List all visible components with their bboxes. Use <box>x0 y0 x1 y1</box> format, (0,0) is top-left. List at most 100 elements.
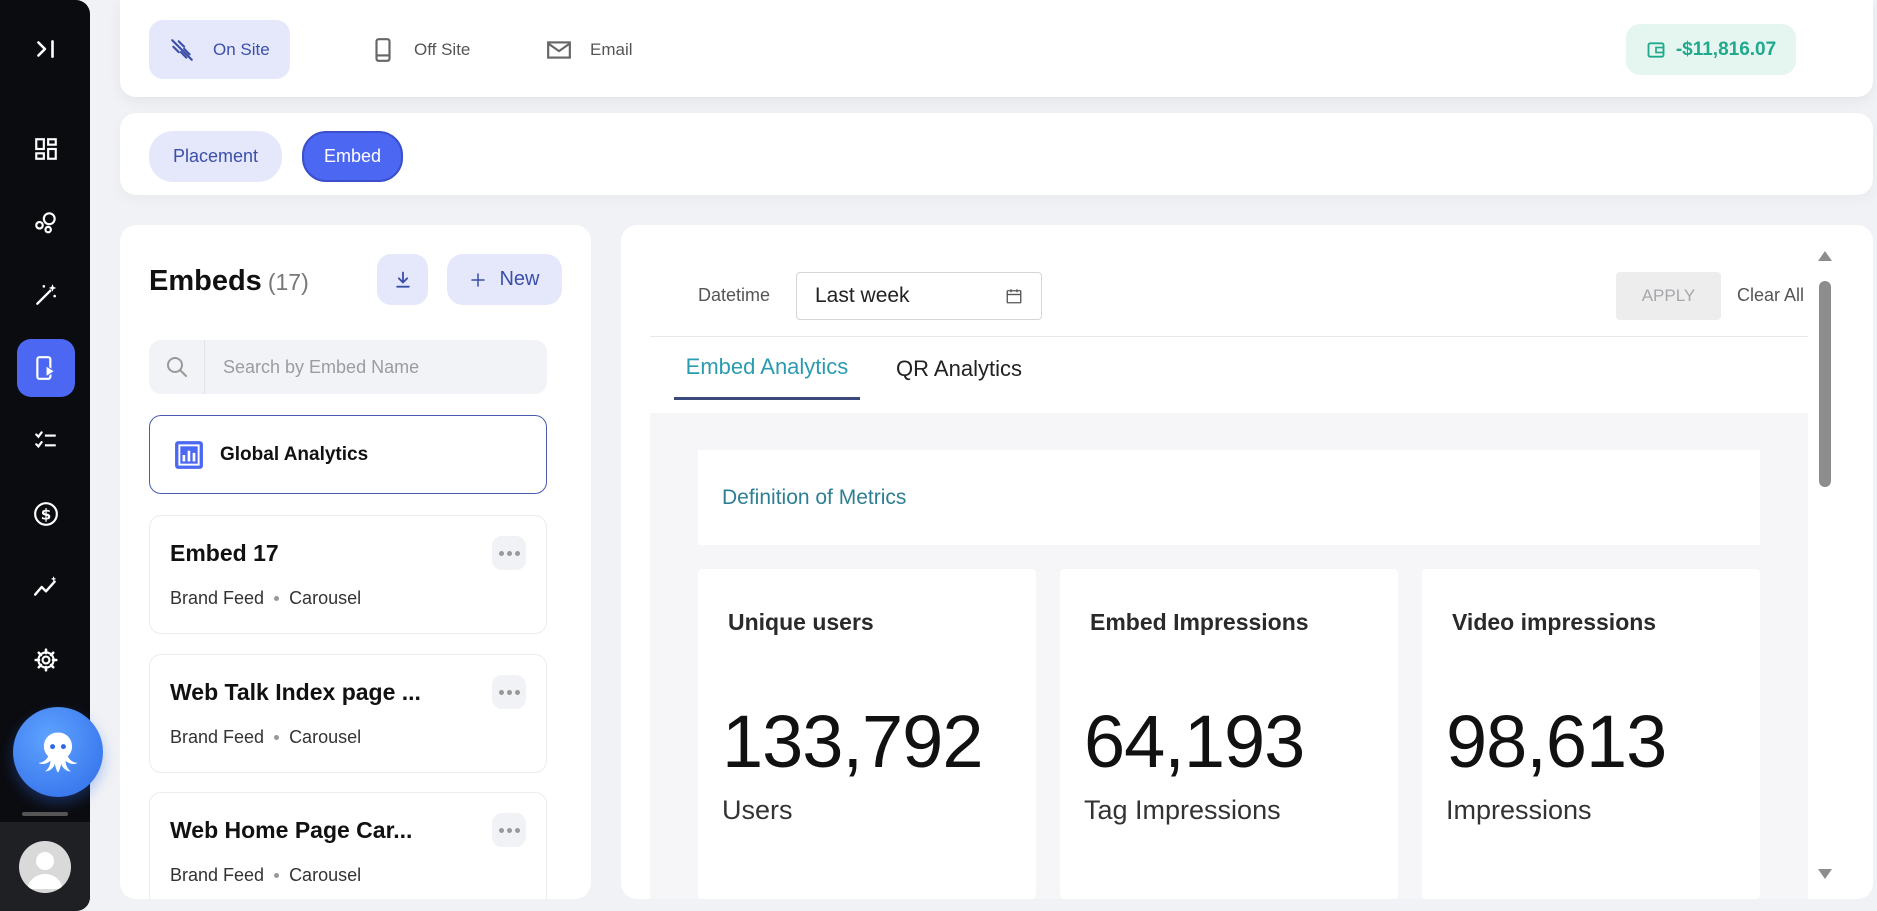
balance-value: -$11,816.07 <box>1675 38 1777 60</box>
new-embed-button[interactable]: New <box>447 254 562 305</box>
scrollbar[interactable] <box>1813 245 1835 885</box>
sidebar-divider <box>22 812 68 816</box>
assistant-button[interactable] <box>13 707 103 797</box>
embed-type: Brand Feed <box>170 588 265 608</box>
on-site-icon <box>171 38 193 61</box>
channel-label: Off Site <box>414 39 471 59</box>
wallet-icon <box>1647 41 1665 58</box>
expand-sidebar-button[interactable] <box>17 20 75 78</box>
svg-text:$: $ <box>41 505 52 523</box>
octopus-icon <box>38 732 78 773</box>
filter-bar: Datetime Last week APPLY Clear All <box>650 225 1808 337</box>
metric-card-embed-impressions: Embed Impressions 64,193 Tag Impressions <box>1060 569 1398 899</box>
analytics-chart-icon <box>175 440 203 469</box>
avatar[interactable] <box>19 840 71 893</box>
tab-embed-analytics[interactable]: Embed Analytics <box>674 337 860 400</box>
separator-dot <box>274 873 280 878</box>
channel-tab-on-site[interactable]: On Site <box>149 20 290 79</box>
embeds-count: (17) <box>267 269 309 295</box>
metric-title: Unique users <box>728 609 874 635</box>
sidebar-item-insights[interactable] <box>17 558 75 616</box>
tab-qr-analytics[interactable]: QR Analytics <box>896 355 1022 381</box>
datetime-value: Last week <box>815 284 910 307</box>
global-analytics-item[interactable]: Global Analytics <box>149 415 547 494</box>
search-box <box>149 340 547 394</box>
embed-name: Web Talk Index page ... <box>170 679 421 705</box>
download-icon <box>395 271 410 288</box>
apply-button[interactable]: APPLY <box>1616 272 1721 320</box>
sidebar-item-billing[interactable]: $ <box>17 485 75 543</box>
wallet-balance[interactable]: -$11,816.07 <box>1626 24 1796 75</box>
scroll-up-arrow[interactable] <box>1818 251 1832 261</box>
separator-dot <box>274 735 280 740</box>
sidebar-item-embeds[interactable] <box>17 339 75 397</box>
tab-embed[interactable]: Embed <box>302 131 403 182</box>
sidebar: $ <box>0 0 103 911</box>
search-icon-wrap <box>149 340 205 394</box>
calendar-icon <box>1006 289 1022 304</box>
metric-card-unique-users: Unique users 133,792 Users <box>698 569 1036 899</box>
expand-icon <box>37 40 54 58</box>
dashboard-icon <box>35 138 57 160</box>
separator-dot <box>274 596 280 601</box>
embed-meta: Brand Feed Carousel <box>170 588 361 609</box>
metric-card-video-impressions: Video impressions 98,613 Impressions <box>1422 569 1760 899</box>
metric-unit: Tag Impressions <box>1084 795 1281 825</box>
embed-meta: Brand Feed Carousel <box>170 865 361 886</box>
dollar-icon: $ <box>34 502 58 526</box>
metric-unit: Users <box>722 795 793 825</box>
new-label: New <box>499 268 540 290</box>
embeds-heading: Embeds <box>149 265 262 297</box>
more-options-button[interactable] <box>492 536 526 570</box>
search-icon <box>166 357 187 377</box>
embeds-panel: Embeds(17) New Global Analytics Embed 17… <box>120 225 591 899</box>
sidebar-item-tasks[interactable] <box>17 412 75 470</box>
clear-all-button[interactable]: Clear All <box>1737 285 1805 305</box>
embed-name: Web Home Page Car... <box>170 817 413 843</box>
embeds-title: Embeds (17) <box>149 265 309 298</box>
embed-name: Embed 17 <box>170 540 279 566</box>
definition-of-metrics-link[interactable]: Definition of Metrics <box>698 450 1760 545</box>
metric-title: Embed Impressions <box>1090 609 1309 635</box>
scroll-down-arrow[interactable] <box>1818 869 1832 879</box>
user-menu[interactable] <box>0 822 90 911</box>
global-analytics-label: Global Analytics <box>220 443 369 465</box>
channel-label: On Site <box>213 39 270 59</box>
sidebar-item-magic[interactable] <box>17 266 75 324</box>
datetime-picker[interactable]: Last week <box>796 272 1042 320</box>
definition-label: Definition of Metrics <box>722 485 907 509</box>
channel-tab-email[interactable]: Email <box>526 20 653 79</box>
sidebar-item-settings[interactable] <box>17 631 75 689</box>
phone-icon <box>375 37 391 62</box>
download-button[interactable] <box>377 254 428 305</box>
metric-unit: Impressions <box>1446 795 1592 825</box>
tab-placement[interactable]: Placement <box>149 131 282 182</box>
sidebar-item-dashboard[interactable] <box>17 120 75 178</box>
scroll-thumb[interactable] <box>1819 281 1831 487</box>
embed-card[interactable]: Web Home Page Car... Brand Feed Carousel <box>149 792 547 899</box>
metric-value: 64,193 <box>1084 700 1305 783</box>
sub-tab-bar: Placement Embed <box>120 113 1873 195</box>
mobile-play-icon <box>36 356 56 380</box>
embed-type: Brand Feed <box>170 727 265 747</box>
bubbles-icon <box>35 212 56 234</box>
embed-type: Brand Feed <box>170 865 265 885</box>
embed-layout: Carousel <box>289 588 362 608</box>
trend-sparkle-icon <box>33 576 57 596</box>
embed-card[interactable]: Embed 17 Brand Feed Carousel <box>149 515 547 634</box>
sidebar-item-audience[interactable] <box>17 193 75 251</box>
metric-title: Video impressions <box>1452 609 1657 635</box>
channel-tab-off-site[interactable]: Off Site <box>350 20 490 79</box>
embed-card[interactable]: Web Talk Index page ... Brand Feed Carous… <box>149 654 547 773</box>
metric-value: 98,613 <box>1446 700 1667 783</box>
more-options-button[interactable] <box>492 675 526 709</box>
search-input[interactable] <box>205 356 535 378</box>
plus-icon <box>471 272 486 287</box>
more-options-button[interactable] <box>492 813 526 847</box>
user-icon <box>27 851 63 889</box>
datetime-label: Datetime <box>698 285 771 305</box>
gear-icon <box>34 648 58 672</box>
mail-icon <box>547 40 571 59</box>
metric-value: 133,792 <box>722 700 983 783</box>
top-bar: On Site Off Site Email -$11,816.07 9+ <box>120 0 1873 97</box>
